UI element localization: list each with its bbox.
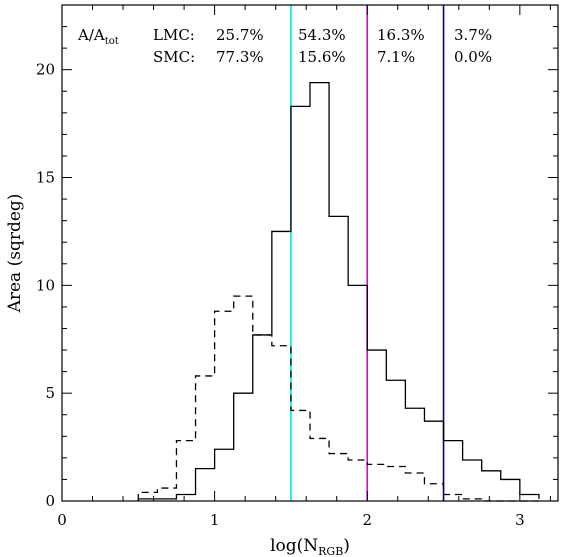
x-axis-label-close: )	[343, 536, 350, 556]
lmc-histogram	[137, 81, 540, 501]
y-tick-label: 20	[36, 61, 55, 79]
y-tick-label: 0	[45, 492, 55, 510]
x-axis-label: log(NRGB)	[270, 536, 350, 557]
y-tick-label: 10	[36, 276, 55, 294]
smc-value-2: 15.6%	[298, 48, 346, 66]
smc-value-1: 77.3%	[216, 48, 264, 66]
annotation-header-subscript: tot	[105, 36, 119, 47]
lmc-value-4: 3.7%	[454, 26, 492, 44]
y-axis-label: Area (sqrdeg)	[5, 194, 25, 314]
area-fraction-annotation: A/Atot LMC: 25.7% 54.3% 16.3% 3.7% SMC: …	[77, 26, 492, 66]
tick-labels: 0 1 2 3 0 5 10 15 20	[36, 61, 525, 529]
plot-frame	[61, 4, 559, 502]
y-tick-label: 15	[36, 169, 55, 187]
lmc-row-label: LMC:	[153, 26, 195, 44]
smc-row-label: SMC:	[153, 48, 195, 66]
lmc-value-2: 54.3%	[298, 26, 346, 44]
y-tick-label: 5	[45, 384, 55, 402]
x-tick-label: 2	[362, 511, 372, 529]
x-tick-label: 3	[515, 511, 525, 529]
x-tick-label: 0	[57, 511, 67, 529]
x-tick-label: 1	[210, 511, 220, 529]
smc-value-4: 0.0%	[454, 48, 492, 66]
series-layer	[137, 81, 540, 502]
smc-value-3: 7.1%	[377, 48, 415, 66]
axis-ticks	[61, 4, 558, 502]
annotation-header-main: A/A	[77, 26, 105, 44]
vertical-lines	[290, 5, 445, 501]
x-axis-label-subscript: RGB	[318, 545, 343, 557]
lmc-value-3: 16.3%	[377, 26, 425, 44]
x-axis-label-main: log(N	[270, 536, 318, 556]
annotation-header: A/Atot	[77, 26, 119, 47]
smc-histogram	[137, 295, 539, 502]
lmc-value-1: 25.7%	[216, 26, 264, 44]
